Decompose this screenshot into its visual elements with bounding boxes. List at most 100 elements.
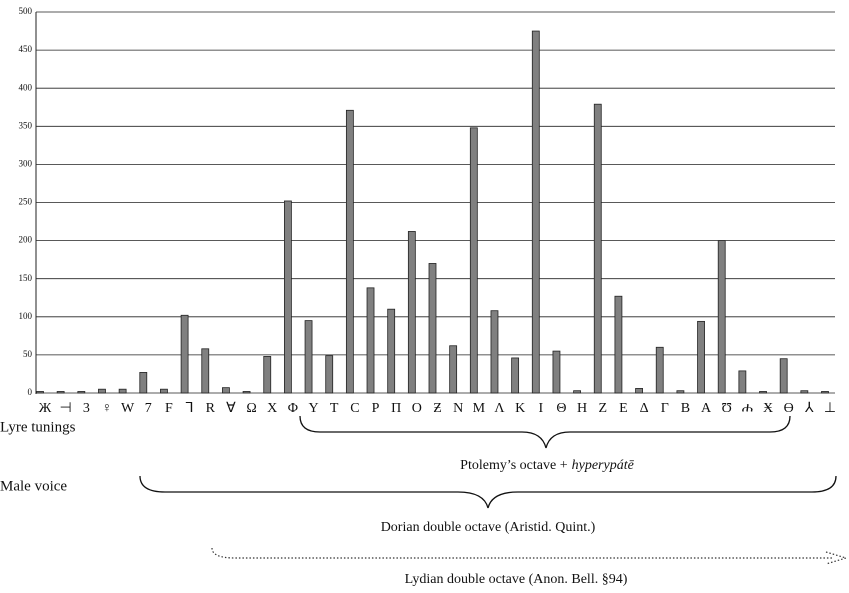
bar: [77, 391, 86, 394]
brace: [299, 415, 791, 449]
x-tick-label: A: [701, 401, 712, 416]
y-tick-label: 450: [19, 44, 33, 54]
bar: [139, 372, 148, 394]
bar: [531, 30, 540, 394]
x-tick-label: ⅄: [804, 401, 814, 416]
bar: [655, 346, 664, 394]
x-tick-label: Π: [391, 401, 401, 416]
x-tick-label: Δ: [640, 401, 649, 416]
bar: [779, 358, 788, 394]
x-tick-label: M: [473, 401, 486, 416]
bar: [428, 263, 437, 394]
row-label: Male voice: [0, 478, 67, 494]
annotation-text: Ptolemy’s octave +: [460, 458, 568, 473]
x-tick-label: 3: [83, 401, 90, 416]
annotation: Ptolemy’s octave + hyperypátē: [460, 458, 634, 473]
x-tick-label: Ɵ: [784, 401, 794, 416]
bar: [717, 240, 726, 394]
annotation: Dorian double octave (Aristid. Quint.): [381, 520, 596, 535]
x-tick-label: Ж: [39, 401, 52, 416]
y-tick-label: 100: [19, 311, 33, 321]
bar: [821, 391, 829, 394]
bar: [242, 391, 251, 394]
bar: [98, 388, 106, 394]
bar: [676, 390, 685, 394]
x-tick-label: ⊥: [824, 401, 836, 416]
bar: [160, 388, 168, 394]
bar: [345, 109, 354, 394]
bar: [56, 391, 65, 394]
bar: [325, 355, 334, 394]
x-tick-label: W: [121, 401, 135, 416]
y-tick-label: 0: [28, 387, 33, 397]
y-tick-label: 400: [19, 82, 33, 92]
bar: [118, 388, 127, 394]
row-label: Lyre tunings: [0, 419, 76, 435]
bar: [366, 287, 375, 394]
x-tick-label: Λ: [494, 401, 505, 416]
bar: [573, 390, 582, 394]
bar: [201, 348, 210, 394]
bar: [552, 350, 561, 394]
x-tick-label: N: [453, 401, 463, 416]
bar: [222, 387, 230, 394]
bar: [36, 391, 44, 394]
bar: [469, 127, 478, 394]
x-tick-label: Γ: [661, 401, 669, 416]
bar: [614, 295, 623, 394]
x-tick-label: ♀: [102, 401, 113, 416]
x-tick-label: P: [372, 401, 380, 416]
bar: [449, 345, 458, 394]
y-tick-label: 150: [19, 273, 33, 283]
bar: [263, 356, 272, 394]
bar: [407, 231, 416, 394]
x-tick-label: Y: [308, 401, 318, 416]
x-tick-label: H: [577, 401, 587, 416]
y-tick-label: 500: [19, 6, 33, 16]
x-tick-label: Ω: [246, 401, 256, 416]
bar: [635, 388, 643, 394]
x-tick-label: E: [619, 401, 628, 416]
x-tick-label: C: [350, 401, 359, 416]
bar: [490, 310, 499, 394]
bar: [759, 391, 767, 394]
x-tick-label: R: [206, 401, 216, 416]
x-tick-label: Ӿ: [763, 401, 773, 416]
x-tick-label: B: [681, 401, 690, 416]
y-tick-label: 200: [19, 235, 33, 245]
bar: [387, 308, 396, 394]
brace: [139, 475, 837, 509]
bar: [800, 390, 809, 394]
x-tick-label: ∀: [226, 401, 236, 416]
x-tick-label: T: [330, 401, 339, 416]
bar: [593, 103, 602, 394]
x-tick-label: Θ: [556, 401, 566, 416]
bar: [180, 314, 189, 394]
y-tick-label: 50: [23, 349, 33, 359]
x-tick-label: Φ: [288, 401, 298, 416]
x-tick-label: X: [267, 401, 277, 416]
x-tick-label: 7: [145, 401, 152, 416]
x-tick-label: Ʊ: [722, 401, 732, 416]
y-tick-label: 350: [19, 120, 33, 130]
x-tick-label: O: [412, 401, 422, 416]
x-tick-label: ሐ: [742, 401, 753, 416]
bar: [738, 370, 747, 394]
bar: [697, 320, 705, 394]
x-tick-label: K: [515, 401, 525, 416]
y-tick-label: 300: [19, 158, 33, 168]
annotation-italic: hyperypátē: [572, 458, 635, 473]
y-tick-label: 250: [19, 197, 33, 207]
x-tick-label: I: [538, 401, 543, 416]
arrow: [211, 547, 832, 559]
x-tick-label: Z: [598, 401, 607, 416]
x-tick-label: ⅂: [186, 401, 194, 416]
x-tick-label: Ƶ: [433, 401, 442, 416]
x-tick-label: ⊣: [60, 401, 72, 416]
annotation: Lydian double octave (Anon. Bell. §94): [405, 572, 628, 587]
bar: [304, 320, 313, 394]
bar: [511, 357, 520, 394]
bar: [283, 200, 292, 394]
x-tick-label: F: [165, 401, 173, 416]
